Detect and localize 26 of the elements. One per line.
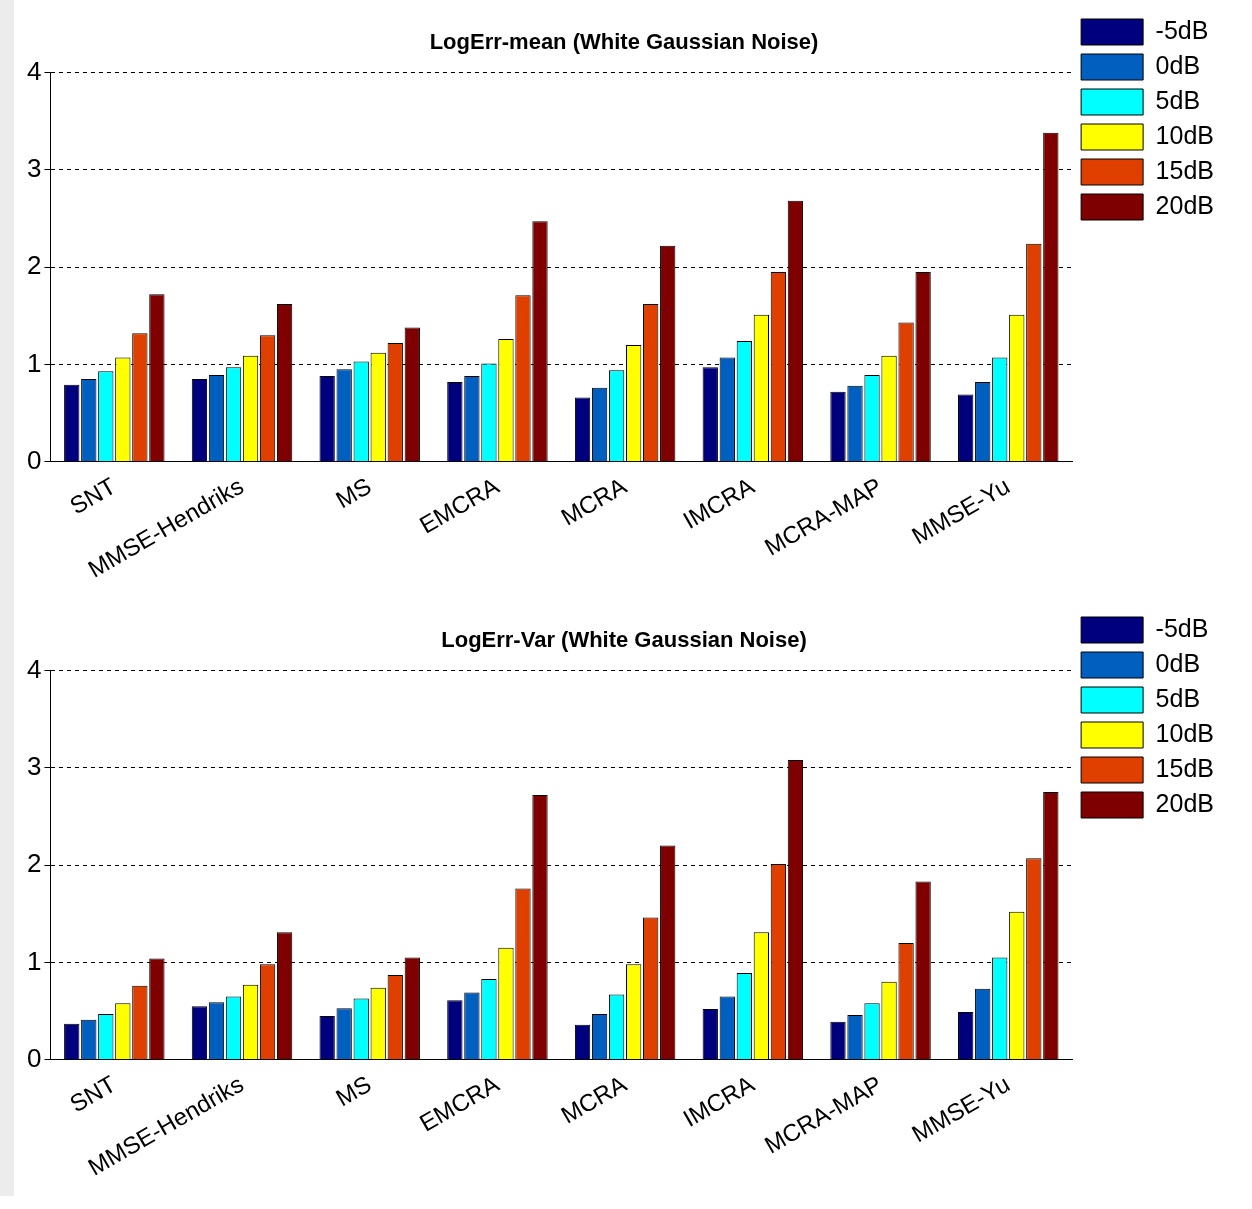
y-tick-label: 3: [26, 750, 42, 781]
y-tick-label: 1: [26, 347, 42, 378]
legend-label: -5dB: [1155, 613, 1209, 642]
legend-label: 10dB: [1155, 120, 1214, 149]
y-tick-label: 2: [26, 250, 42, 281]
y-tick-label: 2: [26, 848, 42, 879]
y-tick-label: 3: [26, 152, 42, 183]
chart-title: LogErr-mean (White Gaussian Noise): [429, 29, 819, 55]
x-tick-label: MS: [330, 1069, 376, 1112]
y-tick-label: 0: [26, 1042, 42, 1073]
y-tick-label: 0: [26, 444, 42, 475]
legend-label: 20dB: [1155, 788, 1214, 817]
y-tick-label: 1: [26, 945, 42, 976]
legend-label: -5dB: [1155, 15, 1209, 44]
legend-label: 15dB: [1155, 753, 1214, 782]
legend-label: 5dB: [1155, 85, 1201, 114]
legend-label: 5dB: [1155, 683, 1201, 712]
y-tick-label: 4: [26, 55, 42, 86]
legend-label: 15dB: [1155, 155, 1214, 184]
legend-label: 0dB: [1155, 648, 1201, 677]
x-tick-label: MS: [330, 471, 376, 514]
chart-title: LogErr-Var (White Gaussian Noise): [441, 627, 807, 653]
legend-label: 0dB: [1155, 50, 1201, 79]
legend-label: 20dB: [1155, 190, 1214, 219]
legend-label: 10dB: [1155, 718, 1214, 747]
y-tick-label: 4: [26, 653, 42, 684]
